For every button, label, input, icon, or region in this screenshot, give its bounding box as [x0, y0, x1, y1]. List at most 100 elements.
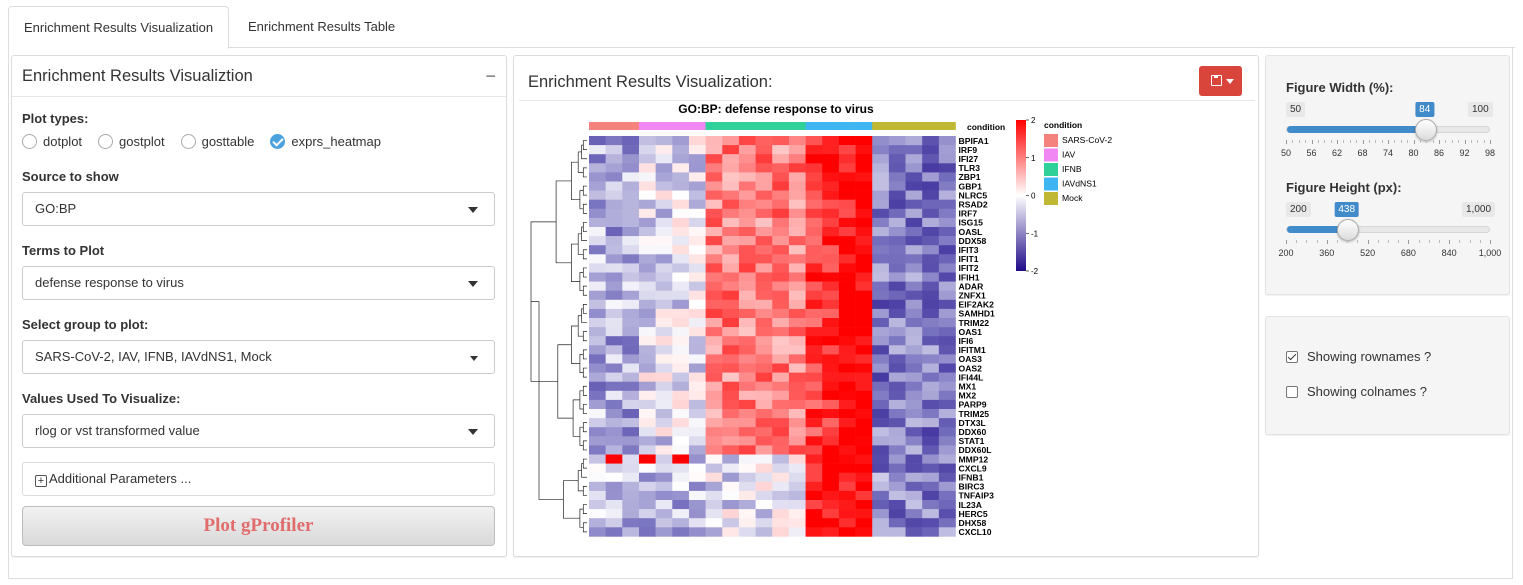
annotation-cell	[872, 122, 890, 130]
radio-gosttable[interactable]	[180, 134, 196, 149]
heatmap-cell	[738, 217, 756, 228]
heatmap-cell	[672, 436, 690, 446]
figure-width-tick-mark	[1490, 140, 1491, 144]
heatmap-cell	[772, 190, 790, 200]
gene-label: CXCL10	[959, 527, 992, 537]
rownames-label[interactable]: Showing rownames ?	[1307, 349, 1432, 364]
save-dropdown-button[interactable]	[1199, 66, 1242, 96]
heatmap-cell	[705, 318, 723, 328]
heatmap-cell	[688, 327, 706, 337]
figure-width-slider[interactable]	[1286, 119, 1490, 141]
figure-height-tick-mark	[1449, 240, 1451, 244]
radio-exprs-heatmap[interactable]	[270, 134, 286, 149]
heatmap-cell	[722, 454, 740, 464]
gene-label: IFIH1	[959, 272, 980, 282]
heatmap-cell	[705, 527, 723, 537]
heatmap-cell	[738, 354, 756, 364]
tab-enrichment-table[interactable]: Enrichment Results Table	[248, 19, 396, 34]
radio-dotplot-label[interactable]: dotplot	[43, 134, 83, 149]
heatmap-cell	[738, 272, 756, 282]
radio-gostplot[interactable]	[98, 134, 114, 149]
terms-label: Terms to Plot	[22, 243, 105, 258]
colnames-option[interactable]: Showing colnames ?	[1286, 384, 1427, 399]
heatmap-cell	[855, 363, 873, 373]
heatmap-cell	[922, 272, 940, 282]
heatmap-cell	[705, 227, 723, 237]
figure-height-fill	[1287, 226, 1348, 233]
heatmap-cell	[905, 308, 923, 319]
heatmap-cell	[788, 208, 806, 219]
rownames-option[interactable]: Showing rownames ?	[1286, 349, 1431, 364]
heatmap-cell	[922, 290, 940, 301]
heatmap-cell	[855, 199, 873, 210]
heatmap-cell	[688, 427, 706, 437]
figure-width-ticks: 50 56 62 68 74 80 86 92 98	[1281, 140, 1495, 158]
color-scale-tick-label: 0	[1031, 192, 1036, 201]
collapse-icon[interactable]: −	[485, 66, 496, 86]
figure-height-handle[interactable]	[1336, 219, 1359, 241]
annotation-label: condition	[967, 122, 1005, 132]
heatmap-cell	[922, 190, 940, 200]
heatmap-cell	[772, 463, 790, 473]
heatmap-cell	[705, 500, 723, 510]
heatmap-cell	[838, 190, 856, 200]
radio-gosttable-label[interactable]: gosttable	[201, 134, 255, 149]
heatmap-cell	[772, 418, 790, 428]
heatmap-cell	[638, 336, 656, 346]
heatmap-cell	[722, 145, 740, 155]
legend-swatch	[1044, 148, 1058, 162]
heatmap-cell	[605, 308, 623, 319]
heatmap-cell	[605, 154, 623, 164]
colnames-label[interactable]: Showing colnames ?	[1307, 384, 1427, 399]
terms-select[interactable]: defense response to virus	[22, 266, 495, 300]
heatmap-cell	[805, 445, 823, 455]
rownames-checkbox[interactable]	[1286, 350, 1298, 363]
heatmap-cell	[605, 199, 623, 210]
heatmap-cell	[605, 272, 623, 282]
values-select[interactable]: rlog or vst transformed value	[22, 414, 495, 448]
figure-width-minor-tick	[1298, 140, 1300, 143]
heatmap-cell	[672, 172, 690, 182]
heatmap-cell	[822, 399, 840, 410]
heatmap-cell	[605, 299, 623, 310]
heatmap-cell	[805, 354, 823, 364]
heatmap-cell	[722, 172, 740, 182]
heatmap-cell	[888, 490, 906, 501]
radio-dotplot[interactable]	[22, 134, 37, 149]
heatmap-cell	[855, 217, 873, 228]
annotation-cell	[938, 122, 956, 130]
plot-gprofiler-button[interactable]: Plot gProfiler	[22, 506, 495, 546]
source-select[interactable]: GO:BP	[22, 192, 495, 226]
heatmap-cell	[788, 463, 806, 473]
heatmap-cell	[938, 281, 956, 291]
heatmap-cell	[888, 481, 906, 492]
heatmap-cell	[722, 245, 740, 255]
radio-gostplot-label[interactable]: gostplot	[119, 134, 165, 149]
heatmap-cell	[705, 145, 723, 155]
annotation-cell	[905, 122, 923, 130]
heatmap-cell	[755, 217, 773, 228]
figure-width-tick-mark	[1337, 140, 1338, 144]
heatmap-cell	[872, 345, 890, 355]
figure-width-handle[interactable]	[1414, 119, 1437, 141]
figure-height-slider[interactable]	[1286, 219, 1490, 241]
heatmap-cell	[722, 190, 740, 200]
heatmap-cell	[888, 399, 906, 410]
heatmap-cell	[622, 390, 640, 401]
group-select[interactable]: SARS-CoV-2, IAV, IFNB, IAVdNS1, Mock	[22, 340, 495, 374]
colnames-checkbox[interactable]	[1286, 385, 1298, 398]
heatmap-cell	[805, 208, 823, 219]
heatmap-cell	[855, 145, 873, 155]
heatmap-cell	[688, 254, 706, 264]
heatmap-cell	[722, 527, 740, 537]
tab-enrichment-visualization[interactable]: Enrichment Results Visualization	[8, 6, 230, 49]
additional-parameters-toggle[interactable]: + Additional Parameters ...	[22, 462, 495, 496]
heatmap-cell	[888, 245, 906, 255]
heatmap-cell	[838, 236, 856, 246]
heatmap-cell	[605, 208, 623, 219]
heatmap-cell	[872, 245, 890, 255]
heatmap-cell	[855, 290, 873, 301]
radio-exprs-heatmap-label[interactable]: exprs_heatmap	[291, 134, 381, 149]
heatmap-cell	[905, 481, 923, 492]
heatmap-cell	[705, 445, 723, 455]
